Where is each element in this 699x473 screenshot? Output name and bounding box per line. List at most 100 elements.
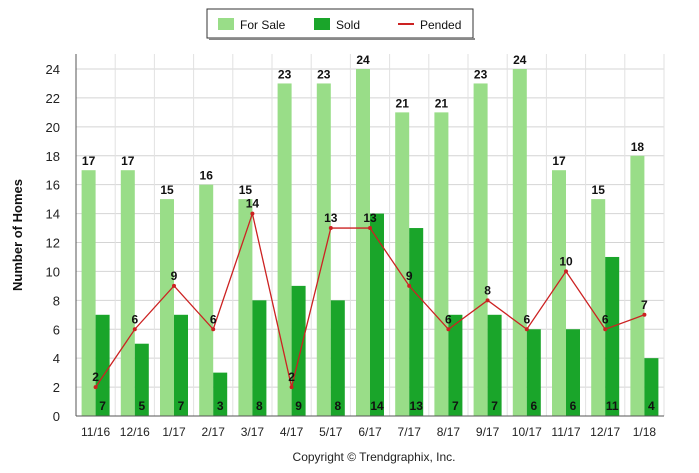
bars [81,69,659,416]
data-label-sold: 9 [295,399,302,413]
point-pended [407,283,412,288]
data-label-sold: 5 [138,399,145,413]
legend-swatch-sold [314,18,330,30]
y-tick-label: 10 [46,264,60,279]
legend-label-sold: Sold [336,18,360,32]
data-label-sold: 7 [99,399,106,413]
data-label-sold: 11 [606,399,619,413]
y-tick-label: 18 [46,149,60,164]
y-tick-label: 0 [53,409,60,424]
data-label-sold: 7 [491,399,498,413]
bar-for-sale [160,199,174,416]
bar-for-sale [552,170,566,416]
data-label-sold: 6 [530,399,537,413]
data-label-pended: 6 [602,312,609,326]
data-label-sold: 6 [570,399,577,413]
data-label-pended: 6 [210,312,217,326]
bar-for-sale [591,199,606,416]
data-label-pended: 13 [324,211,338,225]
point-pended [93,385,98,390]
y-tick-label: 12 [46,236,60,251]
x-tick-label: 4/17 [280,425,304,439]
data-label-for-sale: 21 [435,96,449,110]
point-pended [564,269,568,274]
bar-sold [605,256,620,416]
copyright-text: Copyright © Trendgraphix, Inc. [293,450,456,464]
y-tick-label: 6 [53,322,60,337]
bar-for-sale [630,155,645,416]
data-label-for-sale: 16 [200,169,214,183]
bar-sold [370,213,384,416]
point-pended [328,226,333,231]
x-tick-label: 11/17 [551,425,580,439]
bar-sold [330,300,345,416]
data-label-pended: 2 [288,370,295,384]
data-labels: 1771751571631582392382414211321723724617… [82,53,655,413]
legend-frame [206,8,474,39]
data-label-for-sale: 17 [552,154,566,168]
point-pended [642,312,647,317]
legend-label-pended: Pended [420,18,461,32]
bar-for-sale [356,69,370,416]
data-label-pended: 14 [246,197,260,211]
bar-sold [252,300,267,416]
data-label-sold: 14 [370,399,384,413]
point-pended [250,211,255,216]
data-label-pended: 10 [559,254,573,268]
legend-label-for-sale: For Sale [240,18,286,32]
point-pended [132,327,137,332]
x-tick-label: 1/18 [633,425,657,439]
x-tick-label: 3/17 [241,425,265,439]
data-label-pended: 6 [523,312,530,326]
bar-for-sale [395,112,410,416]
point-pended [485,298,490,303]
bar-sold [644,358,659,416]
point-pended [603,327,608,332]
data-label-sold: 8 [334,399,341,413]
data-label-pended: 9 [406,269,413,283]
data-label-pended: 6 [445,312,452,326]
x-tick-label: 11/16 [81,425,110,439]
x-tick-label: 7/17 [398,425,422,439]
bar-sold [95,314,110,416]
bar-for-sale [434,112,449,416]
point-pended [368,226,372,231]
y-tick-label: 16 [46,178,60,193]
data-label-for-sale: 15 [160,183,174,197]
data-label-for-sale: 23 [317,67,331,81]
y-tick-label: 8 [53,293,60,308]
x-tick-label: 12/17 [590,425,620,439]
bar-sold [409,228,424,416]
data-label-sold: 3 [217,399,224,413]
x-tick-label: 10/17 [512,425,542,439]
data-label-sold: 8 [256,399,263,413]
bar-for-sale [81,170,96,416]
y-tick-label: 20 [46,120,60,135]
data-label-for-sale: 23 [474,67,488,81]
x-tick-label: 5/17 [319,425,343,439]
data-label-for-sale: 17 [82,154,96,168]
data-label-sold: 7 [452,399,459,413]
point-pended [446,327,451,332]
bar-for-sale [277,83,292,416]
bar-for-sale [512,69,527,416]
data-label-pended: 2 [92,370,99,384]
data-label-pended: 13 [363,211,377,225]
bar-for-sale [473,83,488,416]
y-tick-label: 14 [46,207,60,222]
legend-frame-shadow [209,38,475,40]
data-label-for-sale: 24 [513,53,527,67]
bar-for-sale [199,184,214,416]
data-label-pended: 9 [171,269,178,283]
bar-sold [134,343,149,416]
point-pended [524,327,529,332]
data-label-for-sale: 21 [396,96,410,110]
bar-sold [174,314,188,416]
data-label-for-sale: 15 [239,183,253,197]
data-label-for-sale: 17 [121,154,135,168]
pended-line-series [93,211,647,390]
data-label-pended: 8 [484,283,491,297]
bar-for-sale [238,199,253,416]
